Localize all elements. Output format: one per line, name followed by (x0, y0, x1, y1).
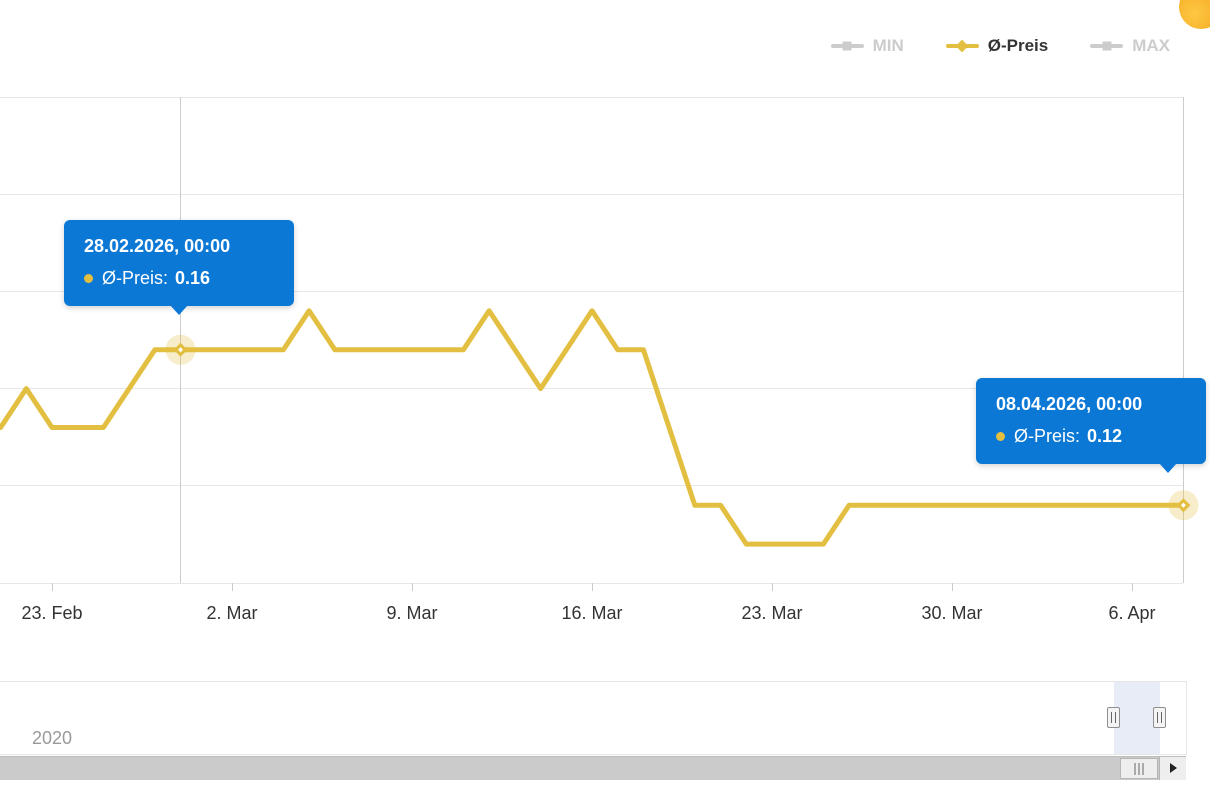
x-axis-label: 30. Mar (921, 603, 983, 623)
x-axis-tick (1131, 583, 1133, 591)
x-axis-label: 6. Apr (1108, 603, 1156, 623)
tooltip-value: 0.16 (175, 268, 211, 289)
legend-item-avg-price[interactable]: Ø-Preis (945, 36, 1049, 56)
tooltip: 08.04.2026, 00:00 Ø-Preis: 0.12 (976, 378, 1206, 474)
tooltip-series-name: Ø-Preis: (1014, 426, 1081, 447)
avg-price-series-line[interactable] (0, 308, 1186, 547)
x-axis-label: 16. Mar (561, 603, 623, 623)
x-axis-tick (411, 583, 413, 591)
crosshair-line (1182, 97, 1184, 583)
navigator-right-handle[interactable] (1153, 707, 1166, 728)
crosshair-line (180, 97, 182, 583)
navigator-left-handle[interactable] (1107, 707, 1120, 728)
navigator-selected-range[interactable] (1114, 682, 1160, 754)
navigator-year-label: 2020 (32, 728, 73, 748)
x-axis: 23. Feb 2. Mar 9. Mar 16. Mar 23. Mar 30. Mar… (0, 583, 1210, 635)
y-gridline (0, 96, 1183, 98)
y-gridline (0, 290, 1183, 292)
x-axis-tick (231, 583, 233, 591)
y-gridline (0, 485, 1183, 487)
tooltip-series-name: Ø-Preis: (102, 268, 169, 289)
point-marker-center (178, 347, 184, 353)
x-axis-tick (52, 583, 53, 591)
y-gridline (0, 388, 1183, 390)
legend-label-max: MAX (1132, 36, 1170, 55)
x-axis-label: 2. Mar (206, 603, 258, 623)
y-gridline (0, 582, 1183, 584)
x-axis-tick (951, 583, 953, 591)
x-axis-label: 9. Mar (386, 603, 438, 623)
point-marker-center (1180, 502, 1186, 508)
legend-label-avg-price: Ø-Preis (987, 36, 1049, 55)
min-series-marker-icon (830, 41, 864, 51)
legend-label-min: MIN (872, 36, 904, 55)
scrollbar-right-arrow-button[interactable] (1159, 757, 1186, 780)
x-axis-tick (591, 583, 593, 591)
chart-legend: MIN Ø-Preis MAX (830, 36, 1170, 56)
horizontal-scrollbar[interactable] (0, 756, 1186, 780)
tooltip-date: 08.04.2026, 00:00 (996, 394, 1143, 414)
x-axis-label: 23. Mar (741, 603, 803, 623)
legend-item-min[interactable]: MIN (830, 36, 904, 56)
tooltip-date: 28.02.2026, 00:00 (84, 236, 231, 256)
y-gridline (0, 193, 1183, 195)
legend-item-max[interactable]: MAX (1090, 36, 1170, 56)
series-bullet-icon (84, 274, 93, 284)
tooltip: 28.02.2026, 00:00 Ø-Preis: 0.16 (64, 220, 294, 316)
x-axis-label: 23. Feb (21, 603, 83, 623)
avg-price-series-marker-icon (945, 39, 979, 53)
navigator[interactable]: 2020 (0, 681, 1187, 755)
max-series-marker-icon (1090, 41, 1124, 51)
tooltip-value: 0.12 (1087, 426, 1123, 447)
series-bullet-icon (996, 432, 1005, 442)
x-axis-tick (771, 583, 773, 591)
scrollbar-thumb[interactable] (1120, 758, 1158, 779)
